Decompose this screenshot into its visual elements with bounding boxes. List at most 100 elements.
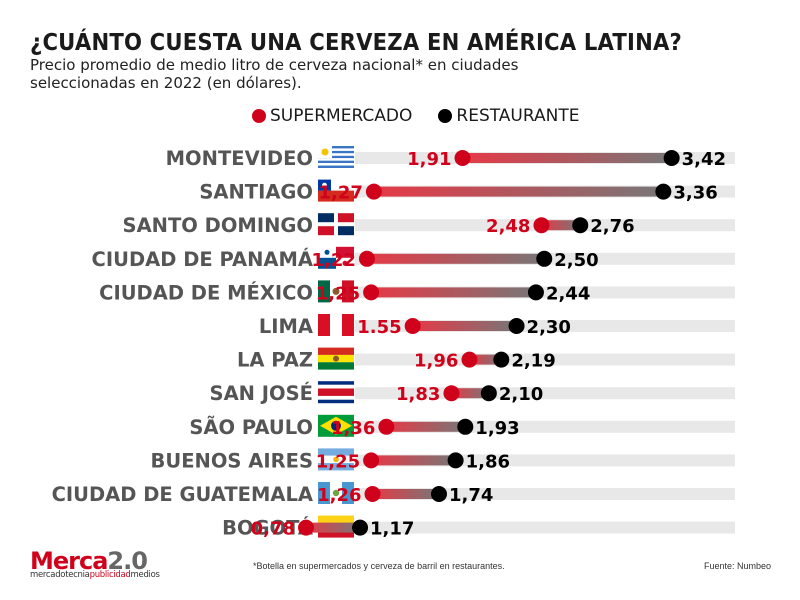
row-santo-domingo: SANTO DOMINGO 2,48 2,76 <box>123 213 735 237</box>
row-ciudad-de-m-xico: CIUDAD DE MÉXICO 1,25 2,44 <box>99 280 735 304</box>
supermarket-value-label: 1,91 <box>407 149 451 170</box>
restaurant-value-label: 2,30 <box>527 317 571 338</box>
restaurant-dot <box>430 486 447 502</box>
supermarket-dot <box>404 318 421 334</box>
range-bar <box>462 153 672 163</box>
restaurant-dot <box>480 385 497 402</box>
supermarket-dot <box>363 452 380 469</box>
city-label: SANTIAGO <box>199 181 313 204</box>
city-label: LIMA <box>259 315 313 338</box>
supermarket-dot <box>461 351 478 368</box>
city-label: CIUDAD DE MÉXICO <box>99 281 313 304</box>
supermarket-dot <box>443 385 460 402</box>
restaurant-value-label: 1,93 <box>475 418 519 439</box>
restaurant-value-label: 2,44 <box>546 283 590 304</box>
restaurant-value-label: 3,42 <box>682 149 726 170</box>
city-label: MONTEVIDEO <box>166 147 313 170</box>
city-label: SAN JOSÉ <box>210 382 313 405</box>
flag-argentina <box>318 448 354 471</box>
city-label: BUENOS AIRES <box>151 449 313 472</box>
city-label: BOGOTÁ <box>222 517 313 540</box>
row-track <box>355 488 735 500</box>
supermarket-dot <box>533 217 550 234</box>
row-ciudad-de-guatemala: CIUDAD DE GUATEMALA 1,26 1,74 <box>52 482 735 506</box>
flag-peru <box>318 314 354 336</box>
flag-guatemala <box>318 482 354 504</box>
flag-chile <box>318 179 354 202</box>
city-label: CIUDAD DE GUATEMALA <box>52 483 313 506</box>
restaurant-value-label: 2,10 <box>499 384 543 405</box>
range-bar <box>371 455 456 466</box>
flag-dominican-republic <box>318 213 354 236</box>
restaurant-dot <box>457 418 474 435</box>
chart-title: ¿CUÁNTO CUESTA UNA CERVEZA EN AMÉRICA LA… <box>30 30 683 56</box>
restaurant-dot <box>352 519 369 536</box>
flag-mexico <box>318 280 354 303</box>
range-bar <box>371 287 536 298</box>
supermarket-value-label: 2,48 <box>486 216 530 237</box>
range-bar <box>469 354 502 365</box>
legend: SUPERMERCADO RESTAURANTE <box>252 106 605 126</box>
range-bar <box>451 388 489 399</box>
supermarket-dot <box>363 284 380 301</box>
restaurant-dot <box>655 183 672 200</box>
flag-panama <box>318 246 354 269</box>
range-bar <box>541 220 581 231</box>
legend-label-supermarket: SUPERMERCADO <box>270 106 413 126</box>
source-note: Fuente: Numbeo <box>704 561 772 571</box>
supermarket-dot <box>358 250 375 267</box>
supermarket-value-label: 1,83 <box>396 384 440 405</box>
legend-dot-supermarket <box>252 109 266 123</box>
legend-item-supermarket: SUPERMERCADO <box>252 106 412 126</box>
logo-tagline: mercadotecniapublicidadmedios <box>30 570 160 580</box>
restaurant-dot <box>508 318 525 334</box>
logo-wordmark: Merca2.0 <box>30 547 148 575</box>
restaurant-value-label: 1,86 <box>466 451 510 472</box>
restaurant-value-label: 2,50 <box>554 250 598 271</box>
range-bar <box>366 253 545 264</box>
supermarket-value-label: 1,25 <box>316 283 360 304</box>
row-montevideo: MONTEVIDEO 1,91 3,42 <box>166 146 735 170</box>
row-santiago: SANTIAGO 1,27 3,36 <box>199 179 735 204</box>
range-bar <box>372 489 439 499</box>
supermarket-dot <box>365 183 382 200</box>
supermarket-dot <box>298 519 315 536</box>
supermarket-dot <box>378 418 395 435</box>
supermarket-value-label: 1,22 <box>312 250 356 271</box>
row-san-jos-: SAN JOSÉ 1,83 2,10 <box>210 381 735 405</box>
supermarket-value-label: 1,27 <box>318 183 362 204</box>
row-track <box>355 521 735 534</box>
restaurant-dot <box>663 150 680 166</box>
restaurant-value-label: 1,74 <box>449 485 493 506</box>
flag-brazil <box>318 414 354 437</box>
restaurant-value-label: 3,36 <box>673 183 717 204</box>
flag-bolivia <box>318 347 354 370</box>
city-label: SANTO DOMINGO <box>123 214 313 237</box>
city-label: LA PAZ <box>237 349 313 372</box>
flag-uruguay <box>318 146 354 168</box>
restaurant-dot <box>447 452 464 469</box>
supermarket-value-label: 1,25 <box>316 451 360 472</box>
restaurant-dot <box>527 284 544 301</box>
supermarket-value-label: 1,26 <box>317 485 361 506</box>
restaurant-dot <box>536 250 553 267</box>
row-la-paz: LA PAZ 1,96 2,19 <box>237 347 735 372</box>
legend-label-restaurant: RESTAURANTE <box>456 106 580 126</box>
chart-subtitle: Precio promedio de medio litro de cervez… <box>30 56 519 92</box>
supermarket-value-label: 1,36 <box>331 418 375 439</box>
supermarket-value-label: 1.55 <box>357 317 401 338</box>
supermarket-dot <box>454 150 471 166</box>
restaurant-value-label: 2,76 <box>590 216 634 237</box>
restaurant-value-label: 1,17 <box>370 519 414 540</box>
legend-dot-restaurant <box>438 109 453 123</box>
range-bar <box>412 321 517 331</box>
city-label: CIUDAD DE PANAMÁ <box>92 248 313 271</box>
range-bar <box>306 522 361 533</box>
row-s-o-paulo: SÃO PAULO 1,36 1,93 <box>189 414 735 439</box>
restaurant-dot <box>572 217 589 234</box>
supermarket-value-label: 0,78 <box>251 519 295 540</box>
row-lima: LIMA 1.55 2,30 <box>259 314 735 338</box>
restaurant-value-label: 2,19 <box>511 351 555 372</box>
